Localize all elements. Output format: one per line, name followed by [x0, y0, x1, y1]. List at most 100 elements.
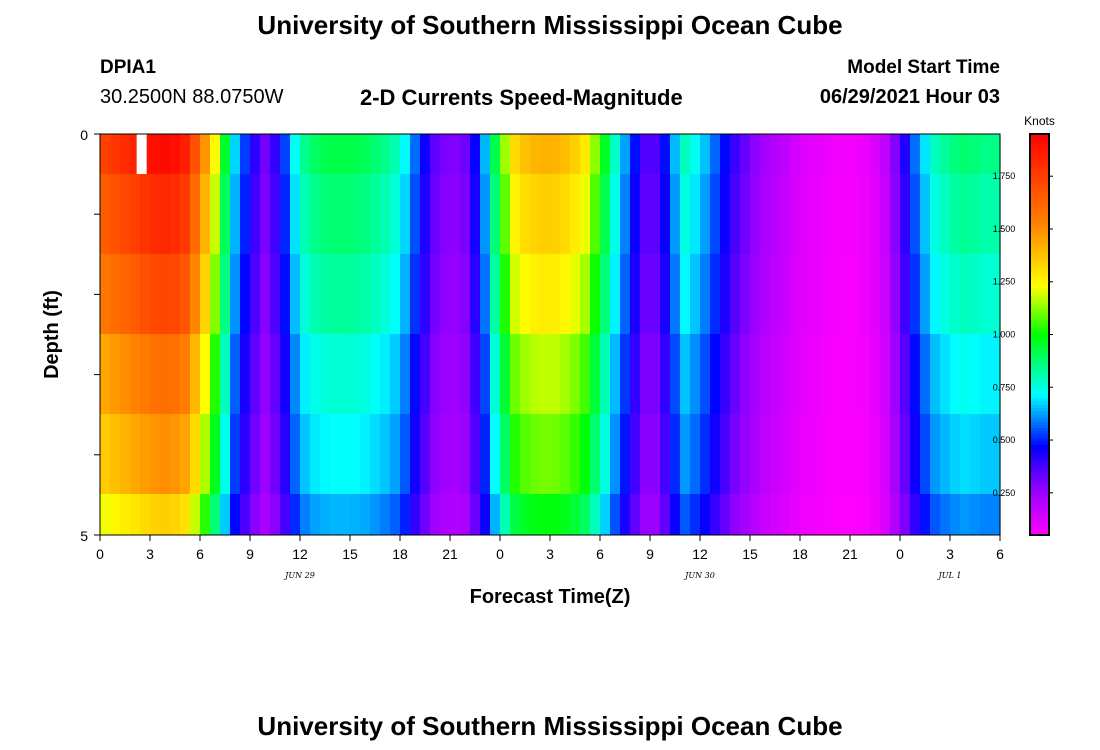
heatmap-cell — [430, 494, 441, 535]
heatmap-cell — [670, 414, 681, 494]
heatmap-cell — [790, 134, 801, 174]
heatmap-cell — [610, 494, 621, 535]
colorbar-segment — [1030, 254, 1049, 259]
heatmap-cell — [900, 414, 911, 494]
heatmap-cell — [360, 494, 371, 535]
heatmap-cell — [710, 174, 721, 254]
heatmap-cell — [690, 494, 701, 535]
colorbar-segment — [1030, 230, 1049, 235]
heatmap-cell — [720, 494, 731, 535]
heatmap-cell — [260, 414, 271, 494]
model-start-time: 06/29/2021 Hour 03 — [819, 86, 1000, 108]
colorbar-segment — [1030, 524, 1049, 529]
heatmap-cell — [130, 134, 141, 174]
heatmap-cell — [950, 134, 961, 174]
heatmap-cell — [330, 254, 341, 334]
heatmap-cell — [650, 414, 661, 494]
colorbar-segment — [1030, 277, 1049, 282]
x-tick-label: 21 — [442, 546, 458, 562]
heatmap-cell — [690, 254, 701, 334]
heatmap-cell — [500, 174, 511, 254]
heatmap-cell — [950, 334, 961, 414]
colorbar-segment — [1030, 327, 1049, 332]
heatmap-cell — [350, 174, 361, 254]
heatmap-cell — [240, 174, 251, 254]
colorbar-segment — [1030, 471, 1049, 476]
heatmap-cell — [300, 174, 311, 254]
heatmap-cell — [770, 134, 781, 174]
heatmap-cell — [760, 494, 771, 535]
heatmap-cell — [930, 174, 941, 254]
heatmap-cell — [110, 254, 121, 334]
heatmap-cell — [850, 254, 861, 334]
heatmap-cells — [100, 134, 1001, 535]
heatmap-cell — [470, 254, 481, 334]
heatmap-cell — [200, 134, 211, 174]
heatmap-cell — [190, 414, 201, 494]
heatmap-cell — [140, 494, 151, 535]
colorbar-segment — [1030, 187, 1049, 192]
heatmap-cell — [950, 254, 961, 334]
colorbar-segment — [1030, 291, 1049, 295]
colorbar-segment — [1030, 501, 1049, 506]
colorbar-segment — [1030, 324, 1049, 329]
heatmap-cell — [330, 134, 341, 174]
colorbar-segment — [1030, 237, 1049, 242]
colorbar-segment — [1030, 444, 1049, 449]
heatmap-cell — [760, 254, 771, 334]
heatmap-cell — [270, 334, 281, 414]
model-start-label: Model Start Time — [847, 57, 1000, 78]
heatmap-cell — [780, 254, 791, 334]
heatmap-cell — [820, 254, 831, 334]
heatmap-cell — [880, 334, 891, 414]
heatmap-cell — [480, 174, 491, 254]
heatmap-cell — [660, 174, 671, 254]
heatmap-cell — [930, 254, 941, 334]
heatmap-cell — [270, 134, 281, 174]
heatmap-cell — [180, 494, 191, 535]
speed-heatmap-chart: 0 3 6 9 12 15 18 21 0 3 6 9 12 15 18 21 0 3 6 JUN 29 JUN 30 J… — [41, 114, 1055, 608]
heatmap-cell — [380, 254, 391, 334]
heatmap-cell — [250, 254, 261, 334]
heatmap-cell — [150, 134, 161, 174]
heatmap-cell — [450, 254, 461, 334]
heatmap-cell — [970, 134, 981, 174]
heatmap-cell — [810, 334, 821, 414]
colorbar-segment — [1030, 197, 1049, 202]
colorbar-segment — [1030, 297, 1049, 302]
heatmap-cell — [460, 414, 471, 494]
heatmap-cell — [600, 414, 611, 494]
colorbar-segment — [1030, 287, 1049, 292]
heatmap-cell — [210, 254, 221, 334]
heatmap-cell — [110, 414, 121, 494]
colorbar-segment — [1030, 438, 1049, 443]
colorbar-segment — [1030, 418, 1049, 422]
colorbar-segment — [1030, 431, 1049, 436]
heatmap-cell — [110, 174, 121, 254]
heatmap-cell — [320, 254, 331, 334]
heatmap-cell — [250, 174, 261, 254]
heatmap-cell — [660, 414, 671, 494]
x-tick-label: 3 — [546, 546, 554, 562]
heatmap-cell — [920, 134, 931, 174]
heatmap-cell — [490, 254, 501, 334]
heatmap-cell — [650, 174, 661, 254]
heatmap-cell — [820, 414, 831, 494]
heatmap-cell — [480, 334, 491, 414]
heatmap-cell — [510, 334, 521, 414]
heatmap-cell — [400, 134, 411, 174]
heatmap-cell — [590, 254, 601, 334]
heatmap-cell — [480, 494, 491, 535]
heatmap-cell — [570, 494, 581, 535]
heatmap-cell — [650, 134, 661, 174]
heatmap-cell — [140, 334, 151, 414]
heatmap-cell — [720, 134, 731, 174]
heatmap-cell — [300, 334, 311, 414]
heatmap-cell — [600, 134, 611, 174]
heatmap-cell — [840, 414, 851, 494]
colorbar-segment — [1030, 434, 1049, 439]
heatmap-cell — [500, 134, 511, 174]
heatmap-cell — [220, 414, 231, 494]
heatmap-cell — [770, 174, 781, 254]
heatmap-cell — [620, 174, 631, 254]
